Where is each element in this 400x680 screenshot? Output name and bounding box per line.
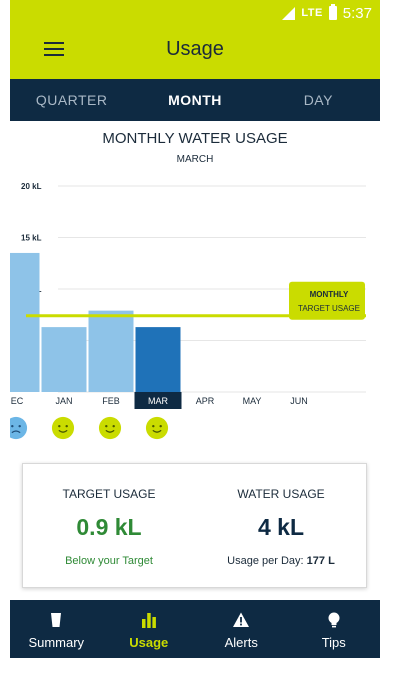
page-title: Usage — [166, 38, 224, 60]
nav-usage-label: Usage — [129, 635, 169, 650]
chart-title: MONTHLY WATER USAGE — [102, 130, 288, 147]
nav-alerts[interactable]: Alerts — [195, 600, 288, 658]
warning-icon — [233, 612, 250, 627]
nav-summary[interactable]: Summary — [10, 600, 103, 658]
target-tag — [289, 281, 365, 320]
bar-jan[interactable] — [41, 327, 87, 392]
lightbulb-icon — [328, 612, 340, 628]
bar-mar[interactable] — [135, 327, 181, 392]
sad-face-icon — [10, 416, 28, 440]
x-tick-label: FEB — [102, 396, 120, 406]
nav-tips-label: Tips — [321, 635, 346, 650]
mood-faces-row — [10, 415, 380, 445]
nav-alerts-label: Alerts — [224, 635, 258, 650]
nav-usage[interactable]: Usage — [103, 600, 196, 658]
water-usage-value: 4 kL — [257, 514, 305, 540]
usage-per-day-value: 177 L — [306, 555, 335, 567]
x-tick-label: EC — [11, 396, 24, 406]
target-usage-section: TARGET USAGE 0.9 kL Below your Target — [23, 464, 195, 589]
status-bar: LTE 5:37 — [282, 4, 372, 22]
bar-dec[interactable] — [10, 252, 40, 392]
water-usage-label: WATER USAGE — [237, 487, 325, 501]
cup-icon — [51, 613, 62, 627]
bar-chart-icon — [141, 613, 156, 628]
smiley-face-icon — [51, 416, 75, 440]
target-status-note: Below your Target — [65, 555, 153, 567]
y-tick-label: 15 kL — [21, 234, 42, 243]
bar-feb[interactable] — [88, 310, 134, 392]
x-tick-label: JUN — [290, 396, 308, 406]
nav-summary-label: Summary — [28, 635, 85, 650]
nav-tips[interactable]: Tips — [288, 600, 381, 658]
smiley-face-icon — [98, 416, 122, 440]
signal-icon — [282, 6, 296, 20]
x-tick-label: APR — [196, 396, 215, 406]
y-tick-label: 20 kL — [21, 182, 42, 191]
target-usage-label: TARGET USAGE — [62, 487, 156, 501]
x-tick-label: MAR — [148, 396, 169, 406]
water-usage-section: WATER USAGE 4 kL Usage per Day: 177 L — [195, 464, 367, 589]
status-time: 5:37 — [342, 4, 372, 22]
selected-month-highlight — [134, 392, 182, 409]
target-usage-value: 0.9 kL — [76, 514, 142, 540]
network-type: LTE — [301, 7, 323, 19]
usage-per-day: Usage per Day: 177 L — [195, 555, 367, 567]
target-tag-line1: MONTHLY — [310, 290, 349, 299]
hamburger-menu-icon[interactable] — [44, 42, 64, 56]
phone-screen: LTE 5:37 Usage QUARTER MONTH DAY MONTHLY… — [10, 0, 380, 680]
tab-day[interactable]: DAY — [303, 92, 333, 108]
smiley-face-icon — [145, 416, 169, 440]
tab-quarter[interactable]: QUARTER — [35, 92, 108, 108]
app-header: LTE 5:37 Usage — [10, 0, 380, 79]
tab-month[interactable]: MONTH — [168, 92, 222, 108]
target-tag-line2: TARGET USAGE — [298, 304, 360, 313]
bottom-navigation: Summary Usage Alerts Tips — [10, 600, 380, 658]
usage-summary-card: TARGET USAGE 0.9 kL Below your Target WA… — [22, 463, 367, 588]
x-tick-label: MAY — [243, 396, 262, 406]
usage-per-day-label: Usage per Day: — [227, 555, 304, 567]
period-tabs: QUARTER MONTH DAY — [10, 79, 380, 121]
x-tick-label: JAN — [55, 396, 72, 406]
battery-icon — [328, 4, 337, 20]
chart-subtitle: MARCH — [176, 154, 214, 165]
